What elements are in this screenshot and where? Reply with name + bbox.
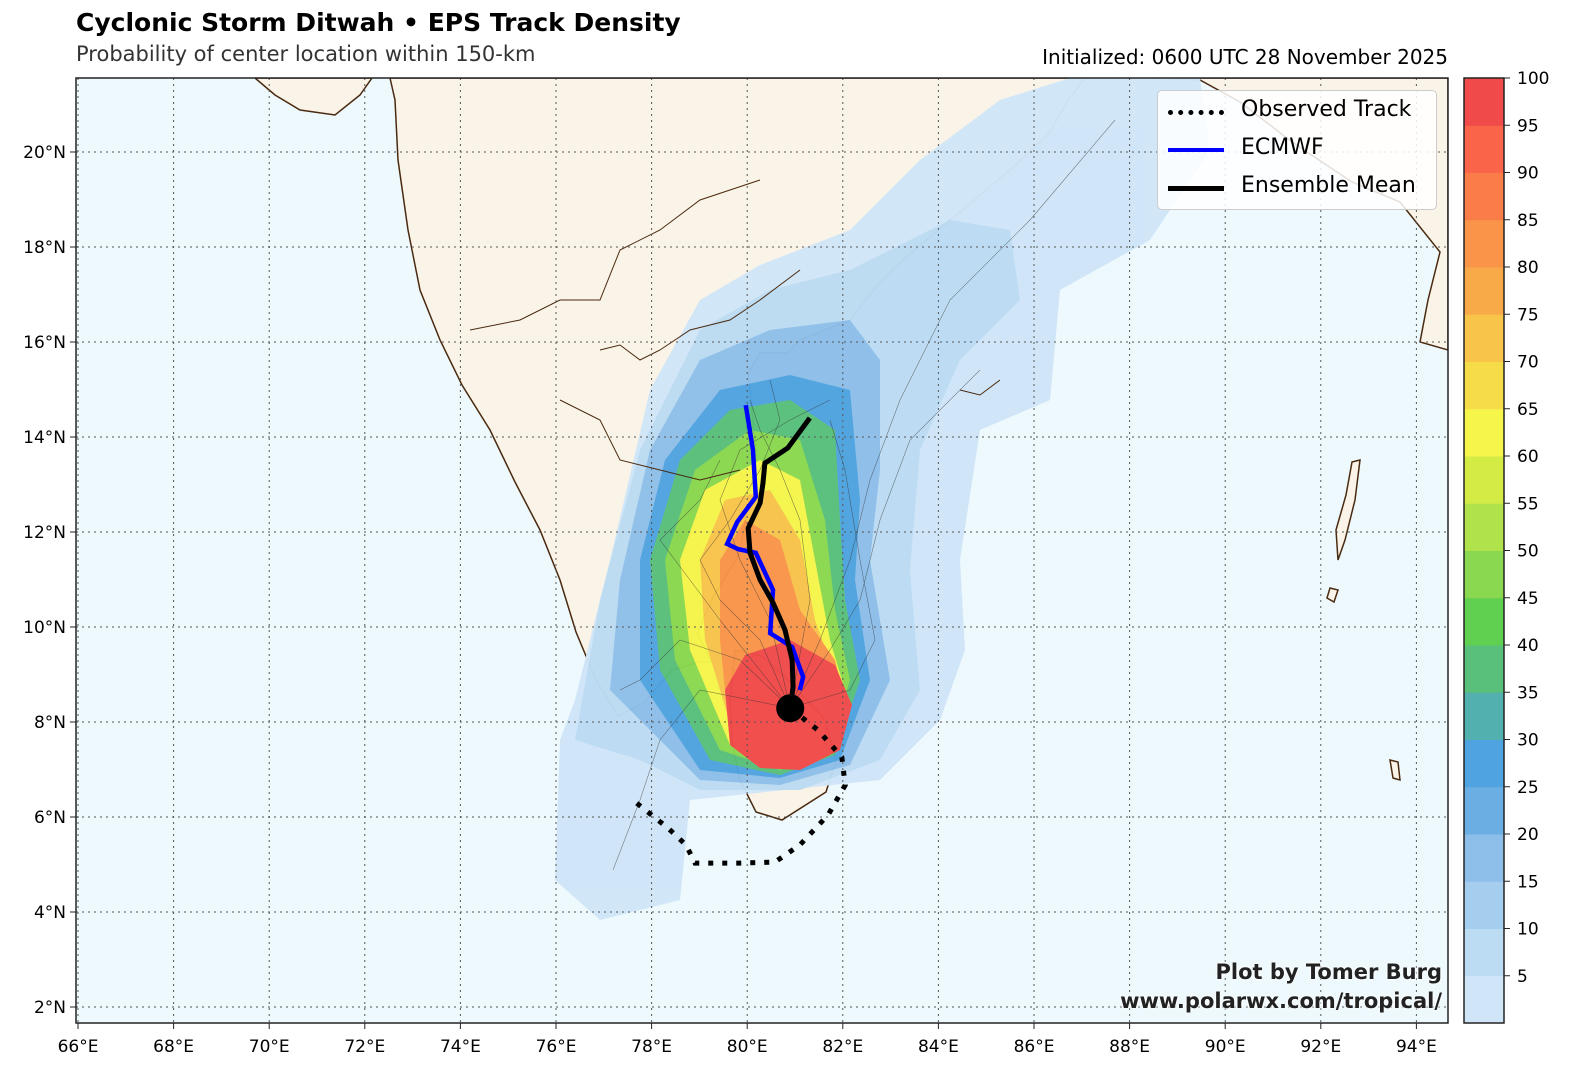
colorbar-tick-label: 90 xyxy=(1517,164,1539,184)
lon-tick-label: 76°E xyxy=(536,1037,577,1057)
colorbar-tick-label: 30 xyxy=(1517,731,1539,751)
colorbar-segment xyxy=(1464,786,1504,835)
andaman-islands xyxy=(1326,459,1401,782)
colorbar-tick-label: 5 xyxy=(1517,967,1528,987)
colorbar-segment xyxy=(1464,881,1504,929)
blue-line-icon xyxy=(1168,148,1224,152)
colorbar: 5 10 15 20 25 30 35 40 45 50 55 60 65 70 75 80 85 90 95 100 xyxy=(1463,69,1549,1024)
colorbar-tick-label: 45 xyxy=(1517,589,1539,609)
colorbar-segment xyxy=(1464,597,1504,646)
lat-tick-label: 18°N xyxy=(23,238,66,258)
colorbar-segment xyxy=(1464,739,1504,788)
ensemble-mean-track-line xyxy=(745,416,812,709)
lon-tick-label: 80°E xyxy=(727,1037,768,1057)
credit-url: www.polarwx.com/tropical/ xyxy=(1120,989,1442,1013)
legend-label: ECMWF xyxy=(1241,135,1324,160)
lon-tick-label: 82°E xyxy=(822,1037,863,1057)
lon-tick-label: 70°E xyxy=(249,1037,290,1057)
tracks xyxy=(635,404,848,866)
colorbar-tick-label: 40 xyxy=(1517,636,1539,656)
colorbar-tick-label: 70 xyxy=(1517,353,1539,373)
chart-subtitle: Probability of center location within 15… xyxy=(76,42,536,66)
lon-tick-label: 94°E xyxy=(1396,1037,1437,1057)
lon-tick-label: 68°E xyxy=(153,1037,194,1057)
current-position-marker xyxy=(776,694,805,723)
colorbar-segment xyxy=(1464,408,1504,457)
colorbar-segment xyxy=(1464,172,1504,221)
lon-tick-label: 66°E xyxy=(58,1037,99,1057)
colorbar-tick-label: 80 xyxy=(1517,258,1539,278)
colorbar-tick-label: 50 xyxy=(1517,542,1539,562)
colorbar-tick-label: 65 xyxy=(1517,400,1539,420)
lat-tick-label: 16°N xyxy=(23,333,66,353)
colorbar-segment xyxy=(1464,78,1504,126)
lat-tick-label: 4°N xyxy=(34,903,66,923)
colorbar-segment xyxy=(1464,834,1504,882)
observed-track-line xyxy=(635,706,848,866)
lat-tick-label: 6°N xyxy=(34,808,66,828)
lat-tick-label: 2°N xyxy=(34,998,66,1018)
colorbar-tick-label: 25 xyxy=(1517,778,1539,798)
colorbar-tick-label: 100 xyxy=(1517,69,1549,89)
lon-tick-label: 74°E xyxy=(440,1037,481,1057)
dotted-line-icon xyxy=(1168,110,1224,115)
ecmwf-track-line xyxy=(724,404,806,691)
colorbar-tick-label: 20 xyxy=(1517,825,1539,845)
gridlines xyxy=(76,78,1448,1023)
colorbar-segment xyxy=(1464,219,1504,268)
colorbar-tick-label: 35 xyxy=(1517,683,1539,703)
credit-author: Plot by Tomer Burg xyxy=(1215,960,1443,984)
lon-tick-label: 78°E xyxy=(631,1037,672,1057)
legend-item-ensemble-mean: Ensemble Mean xyxy=(1158,169,1436,205)
legend-label: Ensemble Mean xyxy=(1241,173,1416,198)
colorbar-segment xyxy=(1464,692,1504,740)
colorbar-tick-label: 10 xyxy=(1517,920,1539,940)
colorbar-segment xyxy=(1464,456,1504,504)
legend-item-ecmwf: ECMWF xyxy=(1158,131,1436,167)
lon-tick-label: 86°E xyxy=(1014,1037,1055,1057)
colorbar-segment xyxy=(1464,125,1504,173)
colorbar-tick-label: 55 xyxy=(1517,494,1539,514)
colorbar-segment xyxy=(1464,550,1504,599)
ensemble-member-tracks xyxy=(612,119,1116,871)
initialized-time: Initialized: 0600 UTC 28 November 2025 xyxy=(1042,45,1448,69)
colorbar-segment xyxy=(1464,928,1504,977)
colorbar-segment xyxy=(1464,314,1504,362)
density-contours xyxy=(555,78,1210,920)
legend-label: Observed Track xyxy=(1241,97,1412,122)
lat-tick-label: 12°N xyxy=(23,523,66,543)
colorbar-tick-label: 85 xyxy=(1517,211,1539,231)
colorbar-frame xyxy=(1463,77,1505,1024)
black-line-icon xyxy=(1168,186,1224,191)
lon-tick-label: 90°E xyxy=(1205,1037,1246,1057)
legend-item-observed-track: Observed Track xyxy=(1158,93,1436,129)
lon-tick-label: 84°E xyxy=(918,1037,959,1057)
colorbar-tick-label: 15 xyxy=(1517,872,1539,892)
colorbar-tick-label: 95 xyxy=(1517,116,1539,136)
lat-tick-label: 14°N xyxy=(23,428,66,448)
legend: Observed Track ECMWF Ensemble Mean xyxy=(1157,90,1437,210)
map-frame xyxy=(75,77,1449,1024)
country-borders xyxy=(469,179,1001,481)
colorbar-tick-label: 60 xyxy=(1517,447,1539,467)
chart-title: Cyclonic Storm Ditwah • EPS Track Densit… xyxy=(76,8,681,37)
india-landmass xyxy=(253,78,373,116)
colorbar-segment xyxy=(1464,503,1504,551)
lon-tick-label: 92°E xyxy=(1300,1037,1341,1057)
colorbar-segment xyxy=(1464,361,1504,410)
colorbar-segment xyxy=(1464,975,1504,1024)
lon-tick-label: 72°E xyxy=(344,1037,385,1057)
colorbar-tick-label: 75 xyxy=(1517,305,1539,325)
colorbar-segment xyxy=(1464,645,1504,693)
axis-ticks: 66°E 68°E 70°E 72°E 74°E 76°E 78°E 80°E 82°E 84°E… xyxy=(23,143,1437,1057)
lon-tick-label: 88°E xyxy=(1109,1037,1150,1057)
lat-tick-label: 10°N xyxy=(23,618,66,638)
lat-tick-label: 8°N xyxy=(34,713,66,733)
colorbar-segment xyxy=(1464,267,1504,315)
lat-tick-label: 20°N xyxy=(23,143,66,163)
